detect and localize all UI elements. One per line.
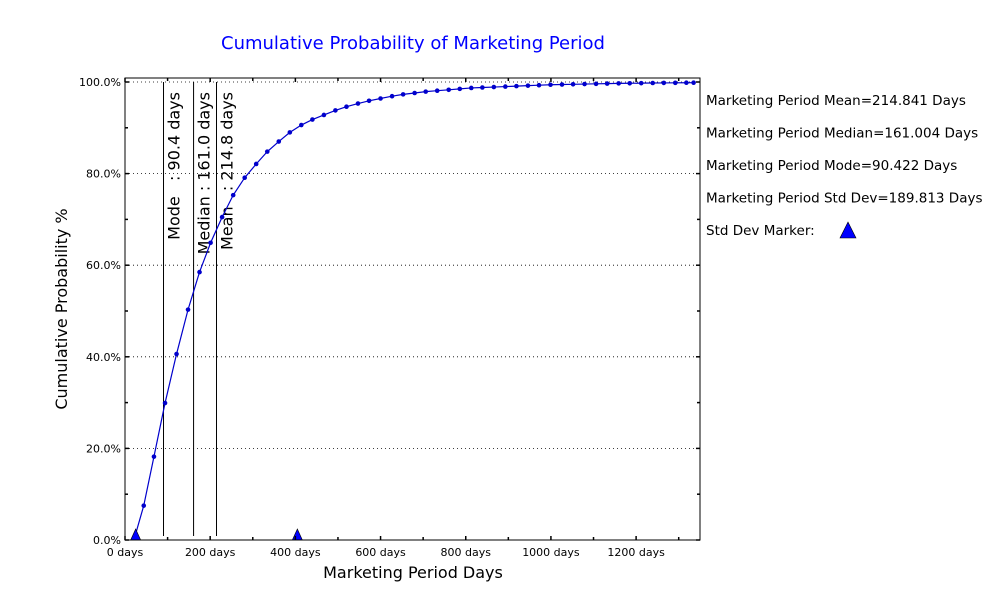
data-point — [276, 139, 282, 144]
x-tick-label: 800 days — [441, 546, 492, 559]
data-point — [691, 80, 696, 85]
data-point — [536, 82, 542, 88]
x-axis-label: Marketing Period Days — [323, 563, 503, 582]
data-point — [333, 108, 338, 113]
chart-title: Cumulative Probability of Marketing Peri… — [221, 33, 605, 54]
legend-marker-icon — [839, 221, 857, 239]
reference-line-label: Mode : 90.4 days — [165, 92, 184, 240]
data-point — [559, 82, 565, 87]
data-point — [310, 117, 315, 122]
legend-entry: Marketing Period Mode=90.422 Days — [706, 158, 957, 174]
data-point — [548, 82, 553, 88]
data-point — [423, 89, 429, 94]
data-point — [570, 81, 576, 87]
reference-line-label: Median : 161.0 days — [195, 92, 214, 254]
data-point — [446, 87, 452, 93]
y-tick-label: 80.0% — [86, 168, 121, 181]
data-point — [355, 101, 361, 106]
data-point — [264, 149, 270, 154]
data-point — [242, 175, 247, 181]
data-point — [299, 122, 304, 128]
data-point — [321, 112, 327, 118]
reference-lines: Mode : 90.4 days Median : 161.0 days Mean … — [163, 82, 237, 536]
data-point — [672, 80, 678, 86]
data-point — [197, 269, 202, 275]
data-point — [503, 84, 508, 89]
data-point — [366, 98, 372, 104]
data-point — [344, 104, 349, 110]
x-tick-label: 1200 days — [607, 546, 665, 559]
data-point — [616, 81, 621, 86]
data-point — [480, 85, 485, 90]
data-point — [185, 307, 191, 312]
data-point — [638, 80, 644, 86]
legend-entry: Std Dev Marker: — [706, 223, 815, 239]
data-point — [230, 192, 236, 198]
std-dev-marker — [130, 528, 142, 541]
legend: Marketing Period Mean=214.841 Days Market… — [706, 93, 983, 239]
data-point — [627, 80, 633, 86]
data-point — [162, 400, 168, 406]
data-point — [208, 240, 213, 246]
data-point — [582, 81, 587, 87]
data-point — [253, 161, 259, 167]
x-tick-label: 400 days — [270, 546, 321, 559]
data-point — [514, 83, 519, 89]
x-tick-label: 0 days — [107, 546, 144, 559]
data-point — [468, 85, 474, 91]
y-tick-label: 0.0% — [93, 534, 121, 547]
data-point — [661, 80, 667, 86]
data-point — [457, 86, 463, 92]
y-tick-label: 40.0% — [86, 351, 121, 364]
data-point — [491, 84, 497, 90]
data-point — [604, 81, 610, 86]
data-point — [389, 93, 395, 99]
data-point — [287, 130, 293, 135]
std-dev-marker — [291, 528, 303, 541]
x-tick-label: 200 days — [185, 546, 236, 559]
axis-ticks: 0.0% 20.0% 40.0% 60.0% 80.0% 100.0% 0 days 200 … — [79, 76, 700, 559]
x-tick-label: 600 days — [355, 546, 406, 559]
y-axis-label: Cumulative Probability % — [52, 208, 71, 409]
x-tick-label: 1000 days — [522, 546, 580, 559]
y-tick-label: 100.0% — [79, 76, 121, 89]
data-point — [650, 80, 656, 86]
data-point — [378, 96, 383, 101]
y-tick-label: 20.0% — [86, 442, 121, 455]
data-point — [174, 351, 179, 357]
data-point — [434, 88, 440, 94]
y-tick-label: 60.0% — [86, 259, 121, 272]
legend-entry: Marketing Period Mean=214.841 Days — [706, 93, 966, 109]
series-layer — [132, 80, 696, 538]
legend-entry: Marketing Period Std Dev=189.813 Days — [706, 191, 983, 207]
data-point — [525, 83, 531, 88]
plot-frame — [124, 77, 701, 541]
reference-line-label: Mean : 214.8 days — [218, 92, 237, 250]
data-point — [684, 80, 689, 86]
data-point — [219, 214, 225, 220]
data-point — [412, 90, 417, 96]
data-point — [593, 81, 599, 87]
data-point — [151, 454, 157, 459]
legend-entry: Marketing Period Median=161.004 Days — [706, 126, 978, 142]
data-point — [141, 503, 147, 508]
data-point — [400, 92, 406, 97]
